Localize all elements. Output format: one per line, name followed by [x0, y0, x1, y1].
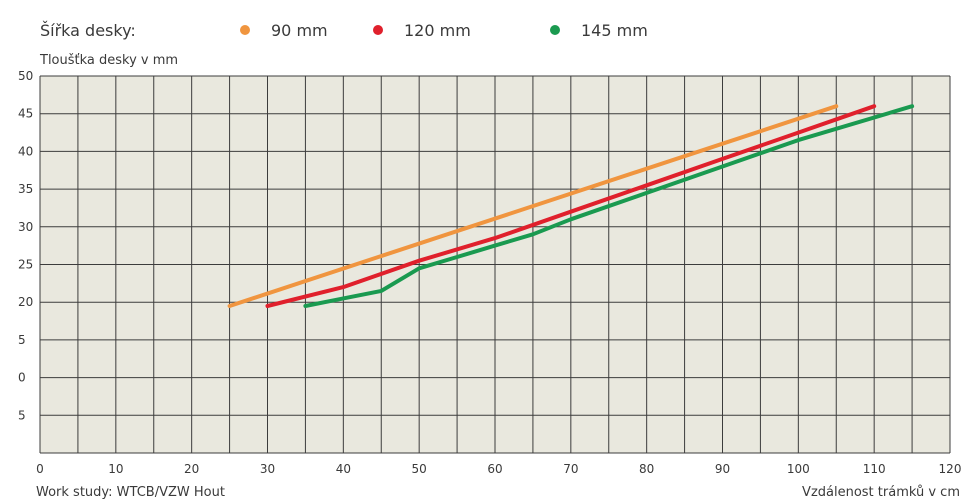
x-tick-label: 70	[563, 462, 578, 476]
source-note: Work study: WTCB/VZW Hout	[36, 485, 225, 500]
legend-item: 120 mm	[373, 21, 471, 40]
legend-item: 145 mm	[550, 21, 648, 40]
x-tick-label: 40	[336, 462, 351, 476]
x-tick-label: 100	[787, 462, 810, 476]
y-tick-label: 40	[18, 144, 33, 158]
y-tick-label: 30	[18, 220, 33, 234]
x-tick-label: 0	[36, 462, 44, 476]
legend: 90 mm 120 mm 145 mm	[240, 21, 648, 40]
x-axis-label: Vzdálenost trámků v cm	[802, 485, 960, 500]
legend-marker	[550, 25, 560, 35]
x-tick-label: 60	[487, 462, 502, 476]
legend-marker	[240, 25, 250, 35]
y-tick-label: 35	[18, 182, 33, 196]
y-tick-label: 0	[18, 371, 26, 385]
x-tick-label: 80	[639, 462, 654, 476]
legend-marker	[373, 25, 383, 35]
x-tick-label: 10	[108, 462, 123, 476]
y-tick-label: 25	[18, 258, 33, 272]
y-tick-label: 5	[18, 408, 26, 422]
legend-label: 145 mm	[581, 21, 648, 40]
legend-item: 90 mm	[240, 21, 328, 40]
x-tick-label: 50	[412, 462, 427, 476]
x-tick-label: 120	[939, 462, 962, 476]
x-axis: 0 10 20 30 40 50 60 70 80 90 100 110 120	[36, 462, 961, 476]
y-axis-label: Tloušťka desky v mm	[39, 53, 178, 68]
y-tick-label: 50	[18, 69, 33, 83]
legend-title: Šířka desky:	[40, 21, 136, 40]
x-tick-label: 110	[863, 462, 886, 476]
y-tick-label: 5	[18, 333, 26, 347]
y-tick-label: 45	[18, 107, 33, 121]
legend-label: 120 mm	[404, 21, 471, 40]
y-tick-label: 20	[18, 295, 33, 309]
x-tick-label: 20	[184, 462, 199, 476]
x-tick-label: 90	[715, 462, 730, 476]
x-tick-label: 30	[260, 462, 275, 476]
legend-label: 90 mm	[271, 21, 328, 40]
